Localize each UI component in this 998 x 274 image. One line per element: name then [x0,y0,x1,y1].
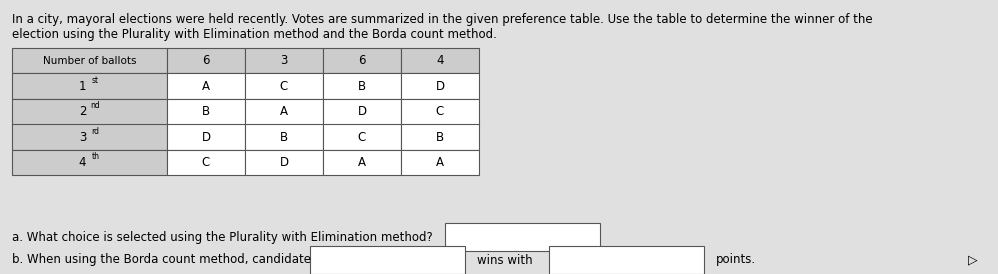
Bar [323,73,401,99]
Bar [12,124,167,150]
Bar [12,48,167,73]
Bar [12,73,167,99]
Text: Number of ballots: Number of ballots [43,56,137,66]
Text: rd: rd [92,127,100,136]
Bar [323,99,401,124]
Text: C: C [279,80,288,93]
Text: 3: 3 [79,131,86,144]
Bar [245,150,323,176]
Bar [245,73,323,99]
Text: A: A [436,156,444,169]
Text: D: D [435,80,444,93]
Bar [401,99,479,124]
Text: C: C [358,131,366,144]
Bar [167,124,245,150]
Bar [323,124,401,150]
Text: B: B [279,131,288,144]
Text: b. When using the Borda count method, candidate: b. When using the Borda count method, ca… [12,253,311,267]
Text: 1: 1 [79,80,86,93]
Text: 4: 4 [436,54,444,67]
Text: 3: 3 [280,54,287,67]
Text: B: B [202,105,210,118]
Text: 2: 2 [79,105,86,118]
Text: ▷: ▷ [968,253,978,267]
Text: a. What choice is selected using the Plurality with Elimination method?: a. What choice is selected using the Plu… [12,230,433,244]
Bar [323,48,401,73]
Bar [310,246,465,274]
Text: D: D [279,156,288,169]
Text: In a city, mayoral elections were held recently. Votes are summarized in the giv: In a city, mayoral elections were held r… [12,13,872,26]
Bar [12,150,167,176]
Bar [323,150,401,176]
Bar [167,73,245,99]
Text: A: A [202,80,210,93]
Bar [401,150,479,176]
Text: st: st [92,76,99,85]
Text: D: D [357,105,366,118]
Text: B: B [358,80,366,93]
Bar [167,150,245,176]
Text: C: C [436,105,444,118]
Bar [245,99,323,124]
Bar [167,48,245,73]
Text: th: th [92,152,100,161]
Bar [12,99,167,124]
Bar [549,246,704,274]
Text: C: C [202,156,211,169]
Bar [445,223,600,251]
Text: 6: 6 [358,54,365,67]
Bar [401,73,479,99]
Bar [167,99,245,124]
Text: A: A [358,156,366,169]
Text: 4: 4 [79,156,86,169]
Text: wins with: wins with [477,253,533,267]
Text: points.: points. [716,253,756,267]
Text: 6: 6 [203,54,210,67]
Text: A: A [280,105,288,118]
Text: B: B [436,131,444,144]
Text: election using the Plurality with Elimination method and the Borda count method.: election using the Plurality with Elimin… [12,28,497,41]
Bar [245,124,323,150]
Bar [401,48,479,73]
Bar [245,48,323,73]
Text: D: D [202,131,211,144]
Bar [401,124,479,150]
Text: nd: nd [91,101,101,110]
